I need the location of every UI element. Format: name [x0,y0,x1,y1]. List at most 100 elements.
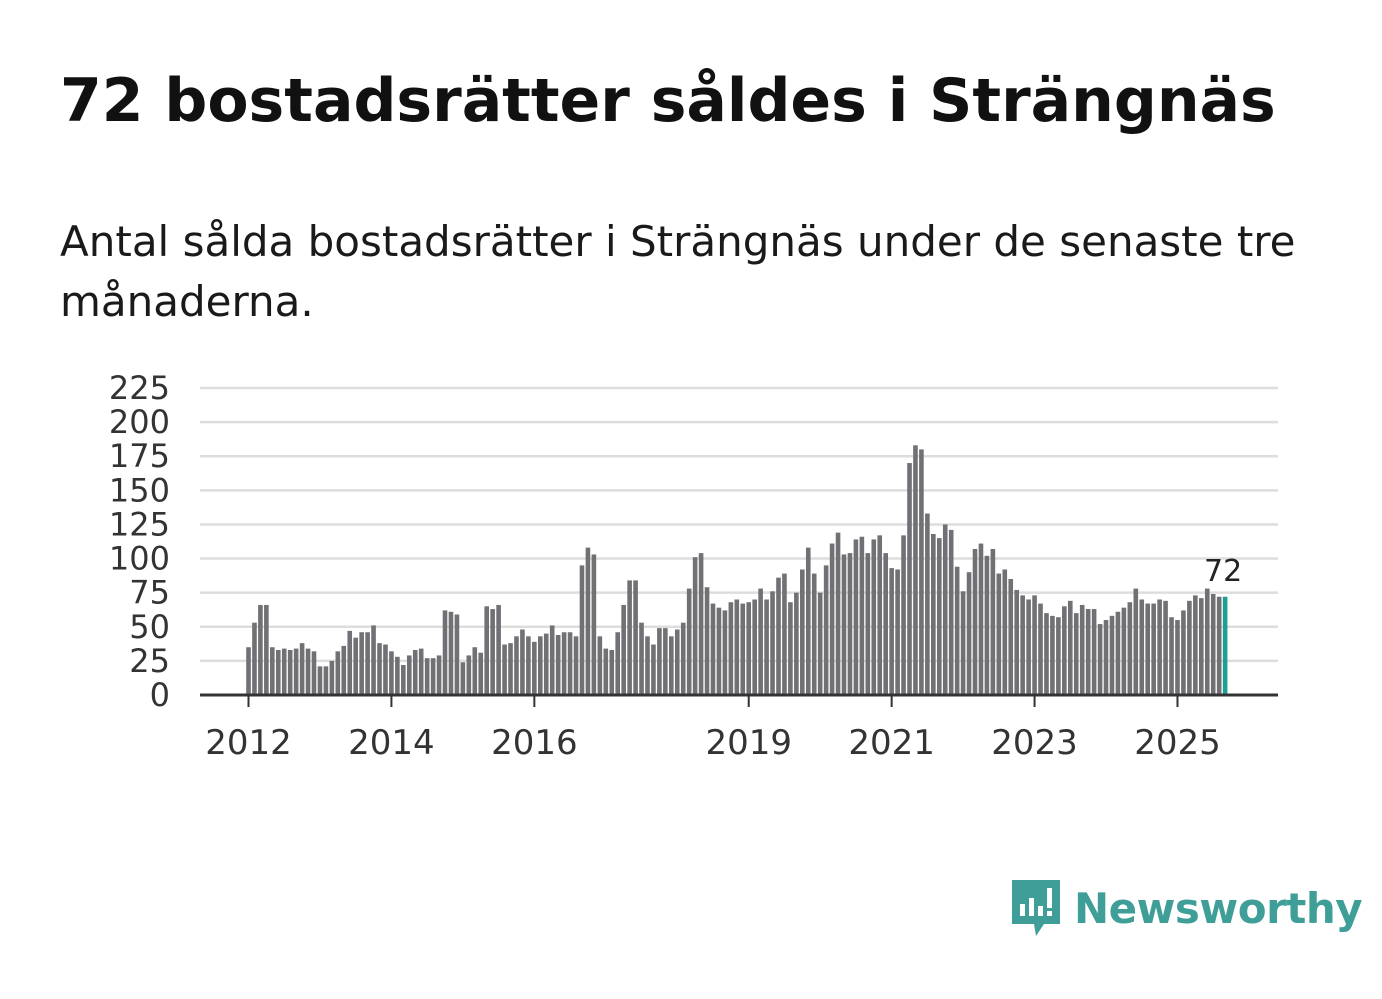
bar [835,532,841,695]
bar [377,643,382,695]
bar [311,651,317,695]
bar [817,592,823,695]
bar [484,606,489,695]
bar [353,637,358,695]
bar [865,553,871,695]
x-tick-label: 2019 [705,723,792,763]
y-tick-label: 25 [129,642,170,680]
bar [776,577,781,695]
bar [740,603,746,695]
bar [1204,588,1210,695]
y-tick-label: 50 [129,608,170,646]
bar [299,643,305,695]
bar [1103,619,1109,695]
bar [674,629,680,695]
bar [633,580,638,695]
y-tick-label: 100 [109,540,170,578]
bar [1145,603,1150,695]
x-tick-label: 2025 [1134,723,1221,763]
bar [395,656,400,695]
bar [621,604,626,695]
y-tick-label: 75 [129,574,170,612]
bar [794,592,799,695]
data-label: 72 [1204,554,1242,589]
newsworthy-logo[interactable]: Newsworthy [1010,878,1363,938]
x-tick-label: 2014 [348,723,435,763]
newsworthy-logo-icon [1012,880,1060,936]
bar [883,553,888,695]
bar [264,604,269,695]
bar [805,547,811,695]
bar [758,588,763,695]
x-tick-label: 2021 [848,723,935,763]
bar [716,607,722,695]
bar [960,591,966,695]
bar [871,539,877,695]
bar [984,555,990,695]
bar [335,651,341,695]
bar [1216,596,1222,695]
bar [669,636,674,695]
bar [1139,599,1145,695]
bar [972,549,978,695]
bar [448,611,454,695]
bar [996,573,1002,695]
bar [1002,569,1008,695]
bar [847,553,853,695]
bar [811,573,817,695]
bar [1079,604,1085,695]
bar [305,648,311,695]
bar [401,664,406,695]
bar [1133,588,1139,695]
bar [1115,611,1121,695]
bar [365,632,370,695]
bar [1169,617,1174,695]
bar [853,539,859,695]
bar [948,529,954,695]
bar [1044,613,1049,695]
bar [645,636,650,695]
bar [764,599,769,695]
bar [1008,579,1014,695]
bar [585,547,591,695]
bar [746,602,752,695]
x-tick-label: 2012 [205,723,292,763]
bar [317,666,323,695]
bar [323,666,329,695]
bar [1181,610,1186,695]
bar [919,449,924,695]
bar [907,463,912,695]
bar [1062,606,1067,695]
bar [680,622,686,695]
y-tick-label: 150 [109,471,170,509]
bar [913,445,918,695]
bar [418,648,424,695]
bar [841,554,847,695]
bar [270,647,275,695]
bar [1073,613,1079,695]
bar [508,643,513,695]
bar [502,644,507,695]
bar [371,625,376,695]
bar [990,549,996,695]
bar [931,534,936,695]
bar [627,580,632,695]
y-tick-label: 125 [109,505,170,543]
bar [1085,609,1091,695]
chart-subtitle: Antal sålda bostadsrätter i Strängnäs un… [60,217,1296,326]
bar [752,599,757,695]
bar [978,543,984,695]
bar [686,588,692,695]
bar [543,633,549,695]
bar [359,632,364,695]
bar [788,602,793,695]
bar [877,535,883,695]
bar [1032,595,1037,695]
bar [287,649,293,695]
bar [704,587,710,695]
bar [454,614,460,695]
x-axis-ticks: 2012 2014 2016 2019 2021 2023 2025 [205,695,1221,763]
bar [412,649,418,695]
bar [1067,600,1073,695]
